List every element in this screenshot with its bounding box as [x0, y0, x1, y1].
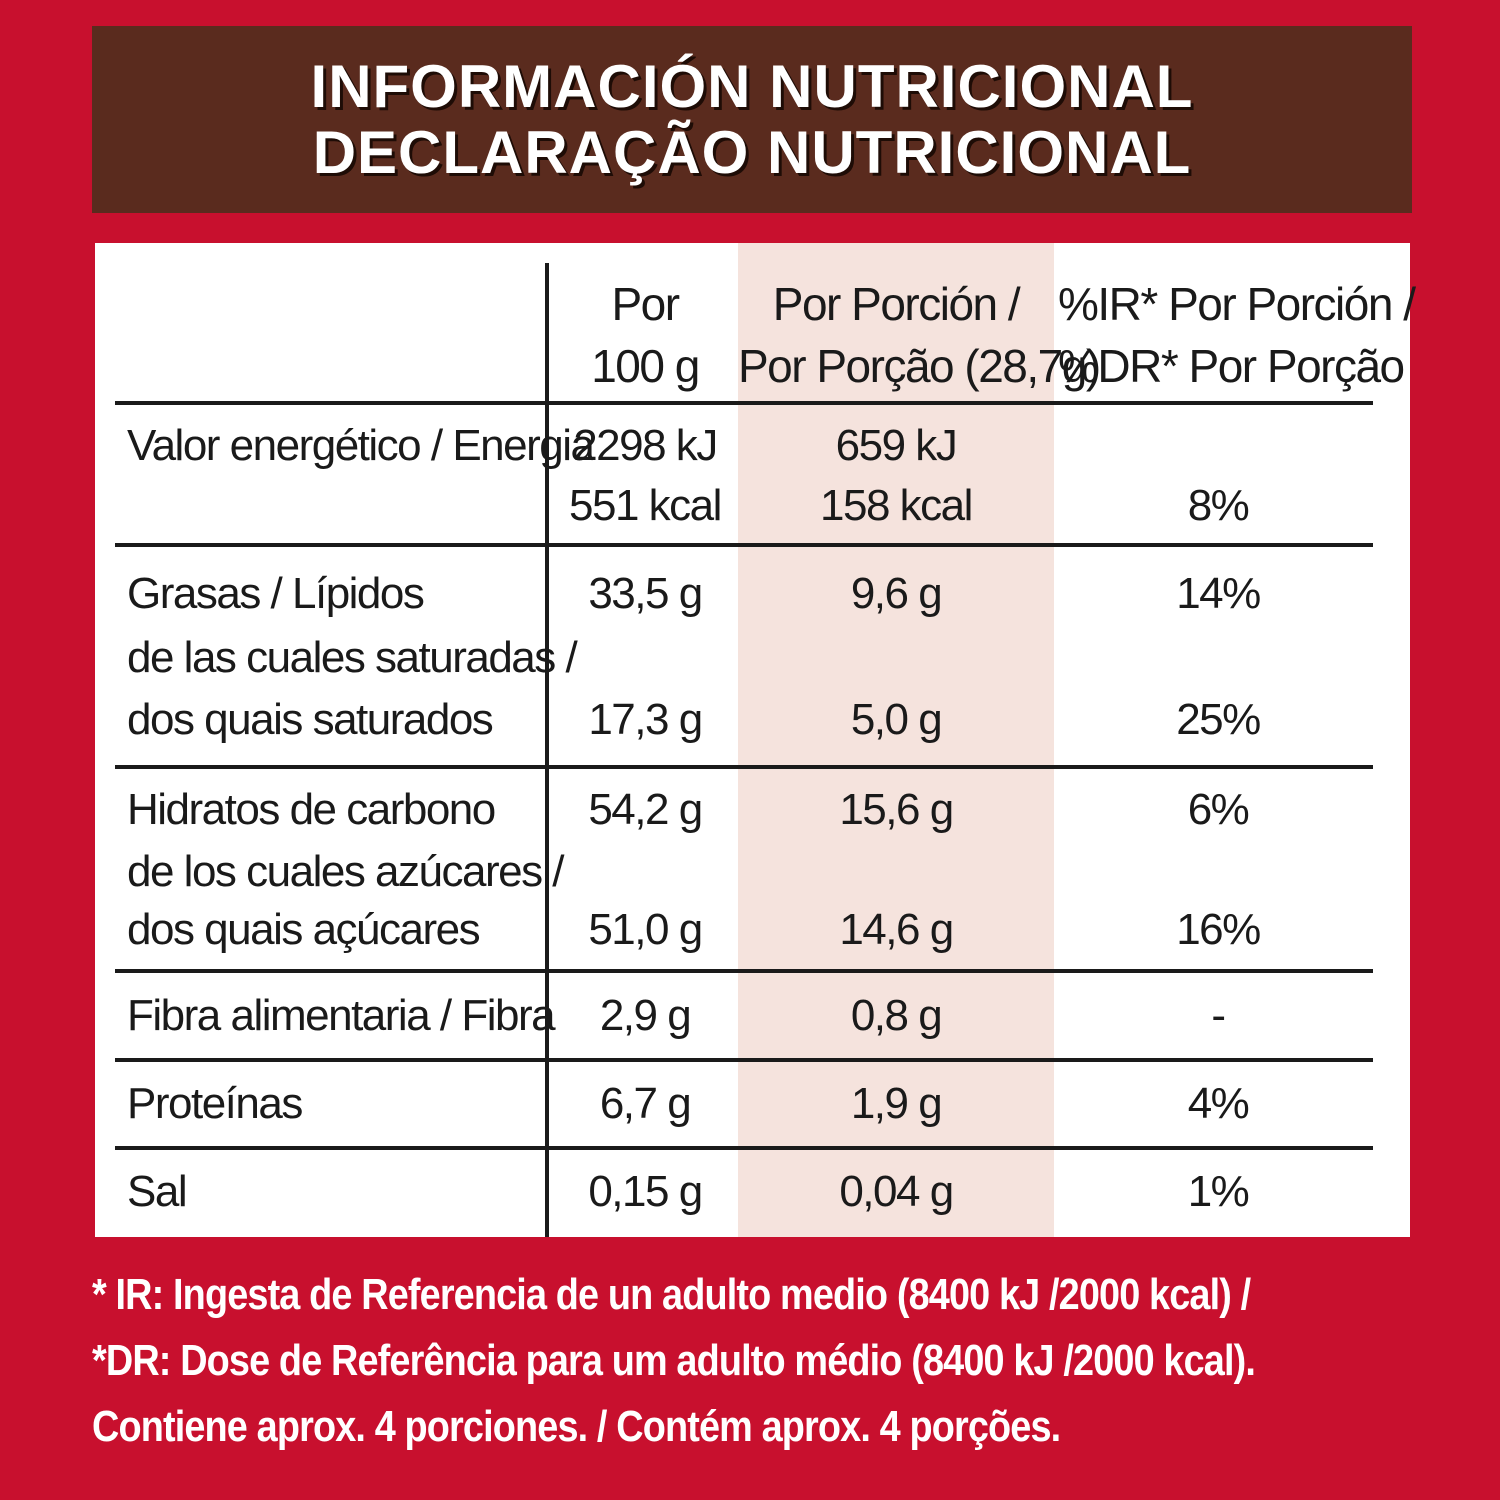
fat-ir: 14%: [1176, 569, 1261, 618]
row-divider: [115, 1058, 1373, 1062]
carbs-ir: 6%: [1187, 785, 1250, 834]
row-divider: [115, 765, 1373, 769]
energy-per100-kcal: 551 kcal: [569, 481, 722, 530]
title-banner: INFORMACIÓN NUTRICIONAL DECLARAÇÃO NUTRI…: [92, 26, 1412, 213]
label-protein: Proteínas: [127, 1079, 303, 1128]
fibre-portion: 0,8 g: [850, 991, 943, 1040]
row-divider: [115, 1146, 1373, 1150]
saturated-ir: 25%: [1176, 695, 1261, 744]
fat-portion: 9,6 g: [850, 569, 943, 618]
carbs-portion: 15,6 g: [839, 785, 954, 834]
label-fat: Grasas / Lípidos: [127, 569, 425, 618]
sugars-ir: 16%: [1176, 905, 1261, 954]
row-divider: [115, 969, 1373, 973]
label-fibre: Fibra alimentaria / Fibra: [127, 991, 556, 1040]
protein-per100: 6,7 g: [599, 1079, 692, 1128]
row-divider: [115, 543, 1373, 547]
footnote: * IR: Ingesta de Referencia de un adulto…: [92, 1262, 1472, 1460]
energy-ir: 8%: [1187, 481, 1250, 530]
header-portion-line1: Por Porción /: [772, 278, 1021, 330]
footnote-line1: * IR: Ingesta de Referencia de un adulto…: [92, 1270, 1251, 1319]
row-divider: [115, 401, 1373, 405]
header-ir-line2: %DR* Por Porção: [1058, 340, 1405, 392]
salt-ir: 1%: [1187, 1167, 1250, 1216]
fat-per100: 33,5 g: [588, 569, 703, 618]
sugars-per100: 51,0 g: [588, 905, 703, 954]
protein-portion: 1,9 g: [850, 1079, 943, 1128]
column-divider: [545, 263, 549, 1237]
nutrition-table: Por 100 g Por Porción / Por Porção (28,7…: [95, 243, 1416, 1237]
header-per100-line1: Por: [611, 278, 680, 330]
energy-portion-kj: 659 kJ: [835, 421, 958, 470]
header-portion-line2: Por Porção (28,7g): [738, 340, 1101, 392]
label-saturated-line2: dos quais saturados: [127, 695, 494, 744]
energy-portion-kcal: 158 kcal: [820, 481, 973, 530]
sugars-portion: 14,6 g: [839, 905, 954, 954]
carbs-per100: 54,2 g: [588, 785, 703, 834]
saturated-portion: 5,0 g: [850, 695, 943, 744]
label-sugars-line1: de los cuales azúcares /: [127, 847, 565, 896]
header-per100-line2: 100 g: [591, 340, 700, 392]
saturated-per100: 17,3 g: [588, 695, 703, 744]
header-ir-line1: %IR* Por Porción /: [1058, 278, 1416, 330]
label-salt: Sal: [127, 1167, 188, 1216]
footnote-line2: *DR: Dose de Referência para um adulto m…: [92, 1336, 1256, 1385]
label-energy: Valor energético / Energia: [127, 421, 595, 470]
footnote-line3: Contiene aprox. 4 porciones. / Contém ap…: [92, 1402, 1061, 1451]
fibre-ir: -: [1211, 991, 1226, 1040]
title-spanish: INFORMACIÓN NUTRICIONAL: [310, 52, 1194, 120]
protein-ir: 4%: [1187, 1079, 1250, 1128]
title-portuguese: DECLARAÇÃO NUTRICIONAL: [312, 118, 1192, 186]
energy-per100-kj: 2298 kJ: [573, 421, 718, 470]
label-saturated-line1: de las cuales saturadas /: [127, 633, 578, 682]
fibre-per100: 2,9 g: [599, 991, 692, 1040]
label-carbs: Hidratos de carbono: [127, 785, 496, 834]
salt-portion: 0,04 g: [839, 1167, 954, 1216]
salt-per100: 0,15 g: [588, 1167, 703, 1216]
label-sugars-line2: dos quais açúcares: [127, 905, 481, 954]
portion-column-highlight: [738, 243, 1054, 1237]
